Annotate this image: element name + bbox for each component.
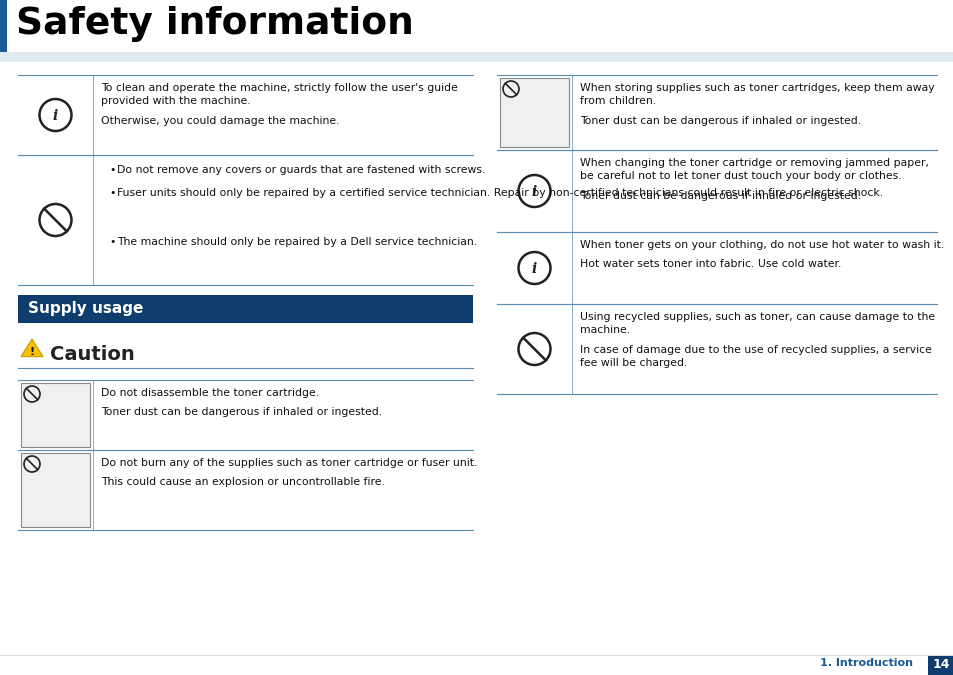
Text: i: i [52,109,58,123]
Text: The machine should only be repaired by a Dell service technician.: The machine should only be repaired by a… [117,237,476,247]
Text: In case of damage due to the use of recycled supplies, a service
fee will be cha: In case of damage due to the use of recy… [579,345,931,368]
Text: Otherwise, you could damage the machine.: Otherwise, you could damage the machine. [101,116,339,126]
Text: i: i [532,262,537,276]
Text: Do not disassemble the toner cartridge.: Do not disassemble the toner cartridge. [101,388,319,398]
Text: !: ! [30,347,34,356]
Text: Toner dust can be dangerous if inhaled or ingested.: Toner dust can be dangerous if inhaled o… [579,116,861,126]
Text: Using recycled supplies, such as toner, can cause damage to the
machine.: Using recycled supplies, such as toner, … [579,312,934,335]
Text: Caution: Caution [50,345,134,364]
Bar [0,52,953,62]
Text: i: i [532,185,537,199]
Polygon shape [21,339,43,356]
Text: •: • [109,165,115,175]
Text: •: • [109,188,115,198]
Text: 14: 14 [931,659,949,672]
Bar [0,0,7,52]
Text: Safety information: Safety information [16,6,414,42]
Text: When toner gets on your clothing, do not use hot water to wash it.: When toner gets on your clothing, do not… [579,240,943,250]
Bar [21,453,90,527]
Text: Toner dust can be dangerous if inhaled or ingested.: Toner dust can be dangerous if inhaled o… [579,191,861,201]
Text: Do not burn any of the supplies such as toner cartridge or fuser unit.: Do not burn any of the supplies such as … [101,458,476,468]
Text: 1. Introduction: 1. Introduction [820,658,912,668]
Text: •: • [109,237,115,247]
Text: To clean and operate the machine, strictly follow the user's guide
provided with: To clean and operate the machine, strict… [101,83,457,106]
Text: Fuser units should only be repaired by a certified service technician. Repair by: Fuser units should only be repaired by a… [117,188,882,198]
Text: This could cause an explosion or uncontrollable fire.: This could cause an explosion or uncontr… [101,477,384,487]
Bar [18,295,473,323]
Text: When storing supplies such as toner cartridges, keep them away
from children.: When storing supplies such as toner cart… [579,83,934,106]
Text: When changing the toner cartridge or removing jammed paper,
be careful not to le: When changing the toner cartridge or rem… [579,158,928,181]
Bar [499,78,568,147]
Text: Supply usage: Supply usage [28,302,143,317]
Text: Do not remove any covers or guards that are fastened with screws.: Do not remove any covers or guards that … [117,165,485,175]
Bar [927,656,953,675]
Bar [21,383,90,447]
Text: Hot water sets toner into fabric. Use cold water.: Hot water sets toner into fabric. Use co… [579,259,841,269]
Text: Toner dust can be dangerous if inhaled or ingested.: Toner dust can be dangerous if inhaled o… [101,407,382,417]
